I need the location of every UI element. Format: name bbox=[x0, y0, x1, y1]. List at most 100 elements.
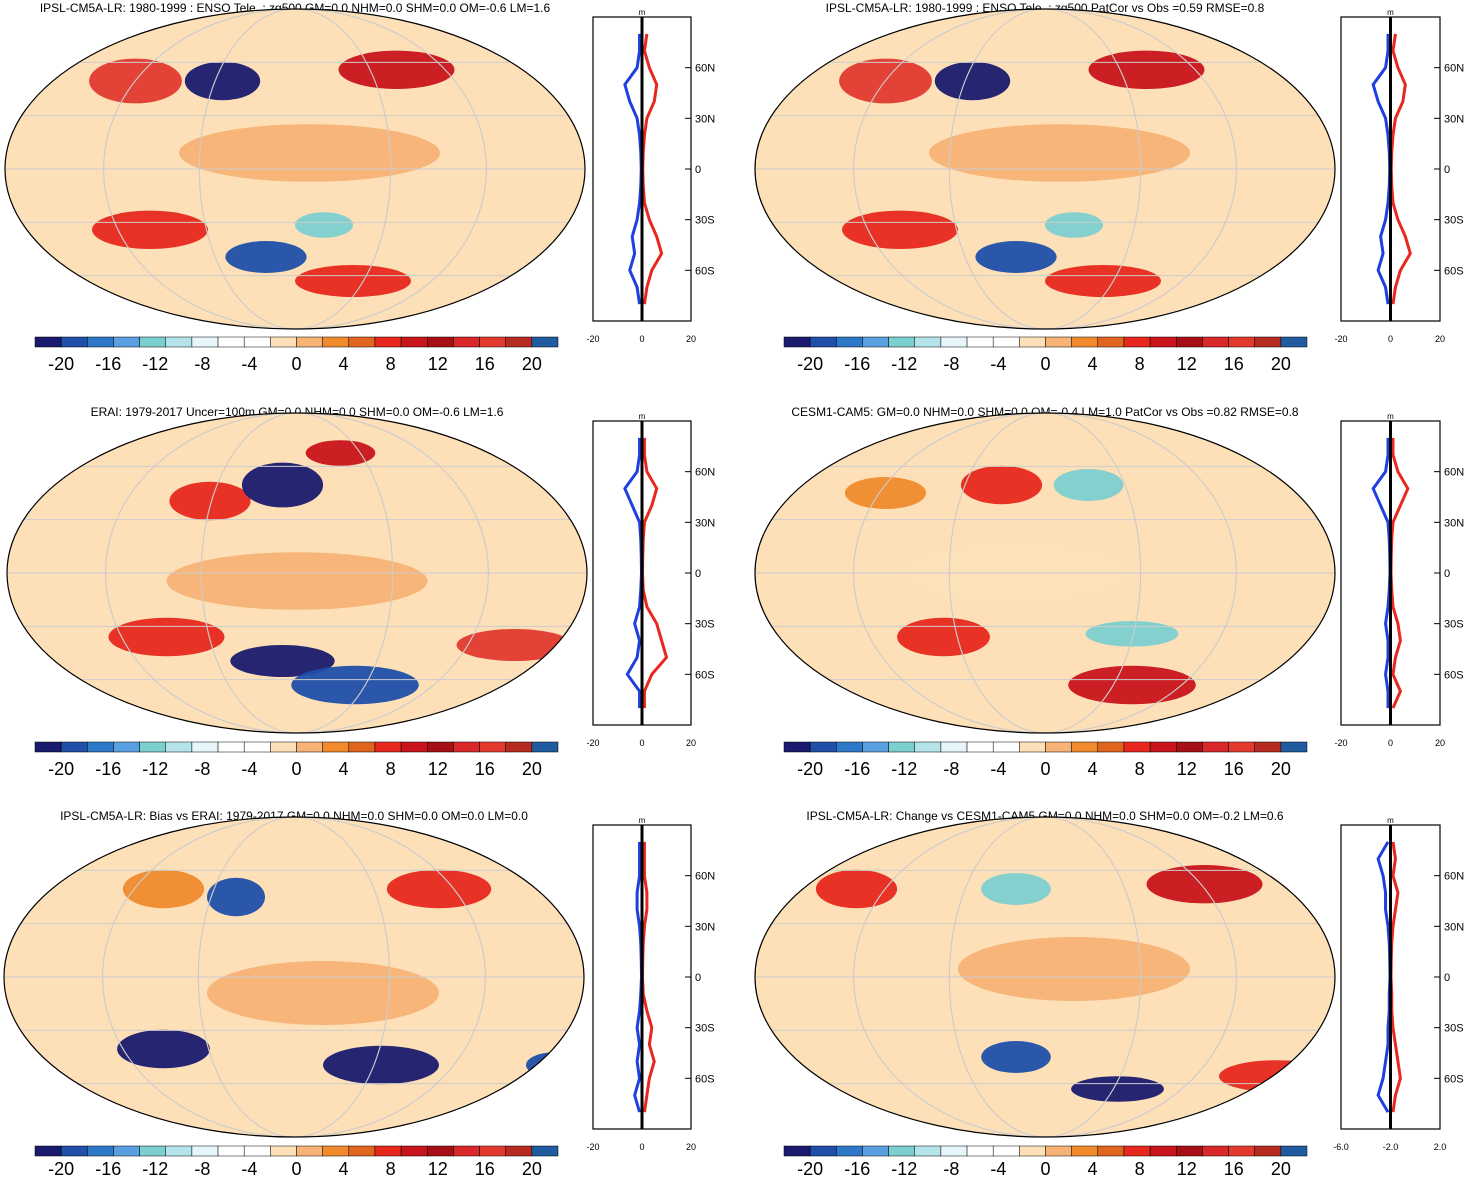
colorbar-label: -4 bbox=[990, 354, 1006, 374]
longitude-gridline bbox=[197, 817, 391, 1137]
colorbar-label: -4 bbox=[241, 354, 257, 374]
anomaly-region bbox=[975, 241, 1057, 273]
colorbar-label: 4 bbox=[1088, 1159, 1098, 1179]
colorbar-swatch bbox=[914, 336, 942, 348]
colorbar-swatch bbox=[296, 741, 323, 753]
colorbar-swatch bbox=[1071, 336, 1099, 348]
colorbar-swatch bbox=[60, 741, 88, 753]
colorbar-swatch bbox=[296, 1145, 323, 1157]
colorbar-swatch bbox=[322, 741, 350, 753]
zonal-profile-5: -20 0 20 m 60N 30N 0 30S 60S bbox=[586, 816, 715, 1152]
colorbar-swatch bbox=[1228, 336, 1255, 348]
colorbar-label: 12 bbox=[428, 354, 448, 374]
colorbar-swatch bbox=[505, 741, 533, 753]
anomaly-region bbox=[1071, 1076, 1164, 1102]
longitude-gridline bbox=[853, 817, 1237, 1137]
x-tick-label: -20 bbox=[586, 1142, 599, 1152]
zonal-line-positive bbox=[641, 33, 664, 305]
unit-label: m bbox=[1387, 8, 1394, 17]
y-tick-label: 30S bbox=[695, 1023, 715, 1035]
y-tick-label: 30N bbox=[695, 517, 715, 529]
colorbar-swatch bbox=[270, 741, 297, 753]
colorbar-swatch bbox=[992, 1145, 1020, 1157]
colorbar-swatch bbox=[87, 741, 114, 753]
colorbar-label: 20 bbox=[1271, 1159, 1291, 1179]
colorbar-label: 0 bbox=[291, 354, 301, 374]
y-tick-label: 30S bbox=[1444, 215, 1464, 227]
colorbar-swatch bbox=[1176, 741, 1203, 753]
colorbar-swatch bbox=[1280, 1145, 1308, 1157]
colorbar-swatch bbox=[191, 741, 219, 753]
colorbar-swatch bbox=[348, 336, 376, 348]
colorbar-swatch bbox=[243, 1145, 271, 1157]
colorbar-swatch bbox=[914, 741, 942, 753]
y-tick-label: 0 bbox=[1444, 568, 1450, 580]
colorbar-swatch bbox=[783, 1145, 811, 1157]
anomaly-region bbox=[166, 552, 428, 610]
zonal-line-negative bbox=[1376, 841, 1392, 1113]
longitude-gridline bbox=[198, 9, 392, 329]
colorbar-label: 12 bbox=[428, 759, 448, 779]
anomaly-region bbox=[207, 961, 439, 1025]
colorbar-swatch bbox=[1202, 336, 1229, 348]
zonal-line-negative bbox=[623, 33, 643, 305]
colorbar-swatch bbox=[348, 741, 376, 753]
colorbar-label: 12 bbox=[1177, 354, 1197, 374]
colorbar-swatch bbox=[139, 1145, 167, 1157]
colorbar-swatch bbox=[531, 741, 559, 753]
colorbar-swatch bbox=[888, 741, 915, 753]
anomaly-region bbox=[179, 124, 440, 182]
x-tick-label: 20 bbox=[686, 1142, 696, 1152]
colorbar-label: -16 bbox=[95, 1159, 121, 1179]
colorbar-swatch bbox=[1097, 741, 1125, 753]
colorbar-swatch bbox=[427, 741, 454, 753]
longitude-gridline bbox=[948, 9, 1142, 329]
colorbar-6: -20 -16 -12 -8 -4 0 4 8 12 16 20 bbox=[783, 1145, 1308, 1179]
colorbar-label: 16 bbox=[475, 354, 495, 374]
anomaly-region bbox=[295, 265, 411, 297]
x-tick-label: 20 bbox=[686, 738, 696, 748]
colorbar-swatch bbox=[1254, 741, 1282, 753]
colorbar-label: -4 bbox=[241, 1159, 257, 1179]
longitude-gridline bbox=[853, 413, 1237, 733]
colorbar-swatch bbox=[914, 1145, 942, 1157]
colorbar-swatch bbox=[783, 336, 811, 348]
colorbar-swatch bbox=[34, 741, 62, 753]
colorbar-label: 16 bbox=[1224, 354, 1244, 374]
colorbar-swatch bbox=[374, 336, 402, 348]
panel-title-1: IPSL-CM5A-LR: 1980-1999 : ENSO Tele. : z… bbox=[40, 1, 551, 15]
colorbar-label: -20 bbox=[797, 759, 823, 779]
x-tick-label: -2.0 bbox=[1383, 1142, 1399, 1152]
colorbar-swatch bbox=[217, 336, 245, 348]
colorbar-swatch bbox=[992, 741, 1020, 753]
colorbar-swatch bbox=[270, 336, 297, 348]
colorbar-swatch bbox=[1228, 741, 1255, 753]
y-tick-label: 60N bbox=[1444, 467, 1464, 479]
anomaly-region bbox=[184, 61, 261, 101]
colorbar-swatch bbox=[1045, 741, 1072, 753]
colorbar-swatch bbox=[505, 336, 533, 348]
colorbar-1: -20 -16 -12 -8 -4 0 4 8 12 16 20 bbox=[34, 336, 559, 374]
colorbar-swatch bbox=[1149, 336, 1177, 348]
colorbar-label: -8 bbox=[943, 354, 959, 374]
colorbar-2: -20 -16 -12 -8 -4 0 4 8 12 16 20 bbox=[783, 336, 1308, 374]
zonal-profile-1: -20 0 20 m 60N 30N 0 30S 60S bbox=[586, 8, 715, 344]
colorbar-swatch bbox=[479, 1145, 506, 1157]
anomaly-region bbox=[291, 665, 419, 705]
colorbar-label: -16 bbox=[844, 759, 870, 779]
colorbar-label: -12 bbox=[891, 354, 917, 374]
colorbar-swatch bbox=[453, 1145, 480, 1157]
zonal-line-negative bbox=[623, 437, 644, 709]
colorbar-swatch bbox=[296, 336, 323, 348]
longitude-gridline bbox=[105, 413, 489, 733]
colorbar-4: -20 -16 -12 -8 -4 0 4 8 12 16 20 bbox=[783, 741, 1308, 779]
colorbar-swatch bbox=[1019, 1145, 1046, 1157]
colorbar-label: 4 bbox=[339, 759, 349, 779]
colorbar-label: 16 bbox=[1224, 759, 1244, 779]
colorbar-label: 4 bbox=[1088, 354, 1098, 374]
colorbar-swatch bbox=[191, 1145, 219, 1157]
y-tick-label: 60N bbox=[695, 467, 715, 479]
colorbar-swatch bbox=[1019, 336, 1046, 348]
x-tick-label: 20 bbox=[1435, 738, 1445, 748]
colorbar-swatch bbox=[165, 1145, 193, 1157]
